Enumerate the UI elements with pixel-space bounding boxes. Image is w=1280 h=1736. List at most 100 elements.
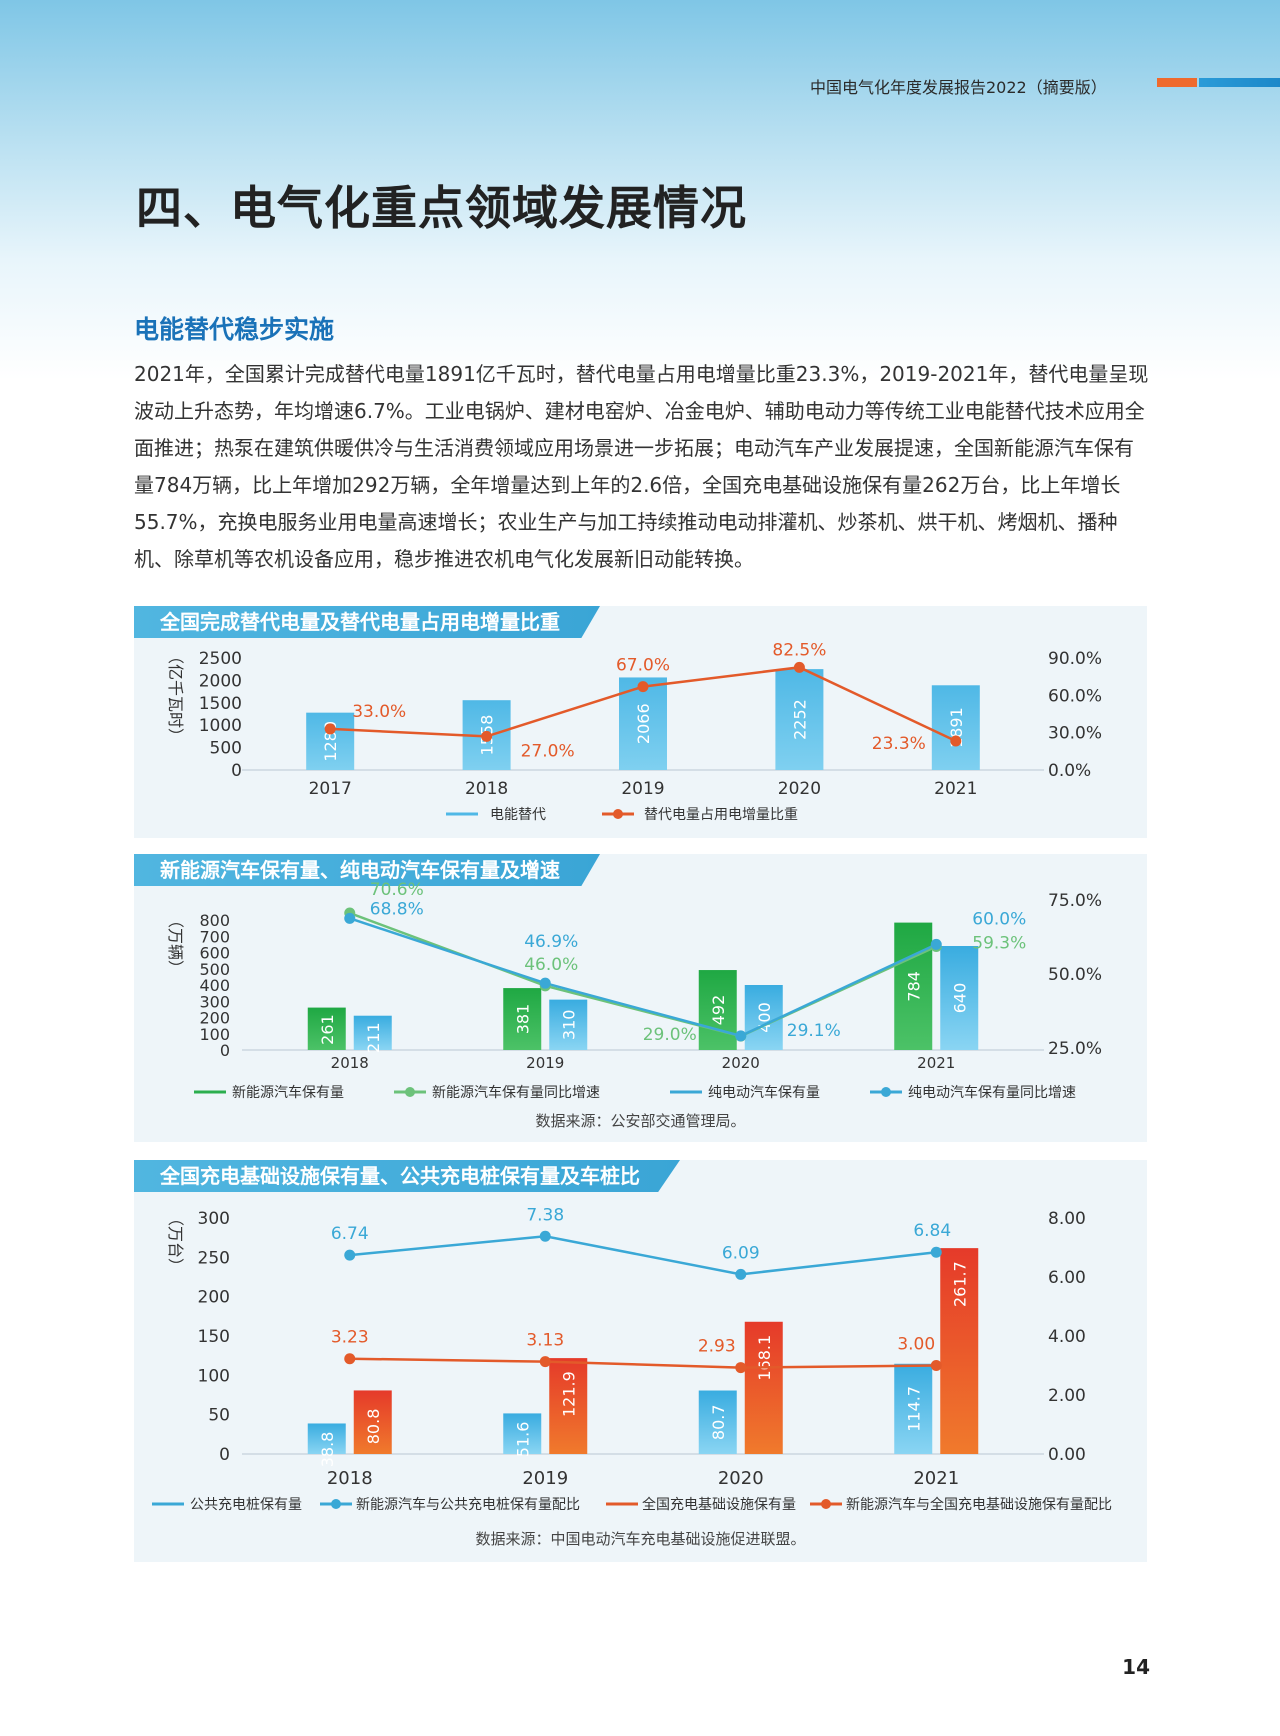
chart2-y2-tick: 75.0% [1048, 891, 1102, 911]
chart2-y-tick: 600 [199, 944, 230, 963]
chart1-legend-line-label: 替代电量占用电增量比重 [644, 807, 798, 823]
chart1-x-tick: 2019 [621, 779, 664, 799]
chart1-ratio-label: 33.0% [352, 702, 406, 722]
chart1-y2-tick: 0.0% [1048, 761, 1091, 781]
chart2-nev-bar [698, 970, 737, 1050]
chart2-title-tab: 新能源汽车保有量、纯电动汽车保有量及增速 [134, 854, 600, 886]
chart3-x-tick: 2019 [522, 1468, 568, 1489]
chart2-nev-bar [894, 922, 933, 1050]
chart1-y-tick: 2500 [199, 649, 242, 669]
chart2-y-tick: 500 [199, 960, 230, 979]
chart1-y-axis-label: （亿千瓦时） [166, 648, 185, 744]
chart1-title-tab: 全国完成替代电量及替代电量占用电增量比重 [134, 606, 600, 638]
chart3-public-bar [698, 1390, 737, 1454]
chart3-total-bar-label: 121.9 [559, 1371, 578, 1417]
chart2-y-tick: 100 [199, 1025, 230, 1044]
chart2-nev-growth-label: 70.6% [370, 880, 424, 900]
chart3-title: 全国充电基础设施保有量、公共充电桩保有量及车桩比 [160, 1164, 640, 1188]
chart2-svg: （万辆） 800700600500400300200100075.0%50.0%2… [166, 880, 1102, 1101]
chart1-ratio-label: 27.0% [521, 741, 575, 761]
chart3-public-ratio-label: 6.84 [913, 1221, 951, 1241]
chart3-panel: 全国充电基础设施保有量、公共充电桩保有量及车桩比 （万台） 300 250 200 15… [134, 1160, 1147, 1562]
chart1-x-tick: 2020 [778, 779, 821, 799]
chart3-total-ratio-point [539, 1356, 551, 1368]
chart3-total-bar [744, 1321, 783, 1454]
chart3-legend-public-ratio-marker [331, 1499, 341, 1509]
chart3-public-ratio-point [930, 1246, 942, 1258]
chart2-bev-growth-label: 60.0% [972, 909, 1026, 929]
chart2-bev-growth-label: 29.1% [787, 1021, 841, 1041]
chart3-y-tick: 50 [208, 1406, 230, 1426]
chart1-ratio-point [481, 730, 493, 742]
chart3-public-ratio-label: 7.38 [526, 1205, 564, 1225]
chart3-y2-tick: 4.00 [1048, 1327, 1086, 1347]
chart3-y2-tick: 6.00 [1048, 1268, 1086, 1288]
chart3-legend-total-ratio-label: 新能源汽车与全国充电基础设施保有量配比 [846, 1496, 1112, 1513]
chart2-y-tick: 0 [220, 1041, 230, 1060]
chart2-y2-tick: 25.0% [1048, 1039, 1102, 1059]
chart1-legend-bar-label: 电能替代 [490, 807, 546, 823]
chart3-public-ratio-label: 6.09 [722, 1243, 760, 1263]
chart1-y-tick: 1500 [199, 694, 242, 714]
chart3-y-tick: 300 [198, 1209, 230, 1229]
chart1-ratio-label: 82.5% [772, 640, 826, 660]
chart3-legend-total-label: 全国充电基础设施保有量 [642, 1496, 796, 1513]
chart1-bar [931, 685, 980, 770]
chart2-y-axis-label: （万辆） [166, 912, 185, 976]
chart3-public-bar-label: 51.6 [513, 1422, 532, 1458]
chart1-y2-tick: 60.0% [1048, 686, 1102, 706]
chart2-nev-bar [307, 1007, 346, 1050]
chart2-y-tick: 400 [199, 976, 230, 995]
chart2-nev-growth-label: 59.3% [972, 933, 1026, 953]
chart3-public-bar-label: 114.7 [904, 1386, 923, 1432]
chart1-title: 全国完成替代电量及替代电量占用电增量比重 [160, 610, 560, 634]
chart1-ratio-point [950, 735, 962, 747]
header-accent-orange [1157, 78, 1197, 87]
chart3-total-ratio-label: 3.13 [526, 1331, 564, 1351]
body-paragraph: 2021年，全国累计完成替代电量1891亿千瓦时，替代电量占用电增量比重23.3… [134, 362, 1149, 571]
chart2-bev-growth-line [349, 917, 937, 1038]
chart3-x-tick: 2020 [718, 1468, 764, 1489]
chart3-legend-public-label: 公共充电桩保有量 [190, 1496, 302, 1513]
chart2-legend-bev-growth-label: 纯电动汽车保有量同比增速 [908, 1084, 1076, 1101]
chart1-y-tick: 1000 [199, 716, 242, 736]
chart2-source-note: 数据来源：公安部交通管理局。 [535, 1112, 746, 1130]
chart3-y-tick: 250 [198, 1248, 230, 1268]
chart3-total-ratio-label: 2.93 [698, 1337, 736, 1357]
chart3-y-tick: 200 [198, 1288, 230, 1308]
chart2-bev-bar [940, 946, 979, 1050]
chart2-bev-bar-label: 310 [559, 1010, 578, 1041]
header-accent-blue [1199, 78, 1280, 87]
chart3-public-bar [503, 1413, 542, 1454]
chart3-total-bar [549, 1358, 588, 1454]
chart1-y2-tick: 90.0% [1048, 649, 1102, 669]
chart3-public-ratio-label: 6.74 [331, 1224, 369, 1244]
chart1-bar [775, 669, 824, 770]
chart2-panel: 新能源汽车保有量、纯电动汽车保有量及增速 （万辆） 800 700 600 500 400… [134, 854, 1147, 1142]
chart3-total-ratio-point [344, 1353, 356, 1365]
chart2-y-tick: 200 [199, 1009, 230, 1028]
chart3-total-ratio-line [349, 1357, 937, 1369]
chart2-bev-bar-label: 400 [755, 1002, 774, 1033]
chart1-y-tick: 500 [210, 739, 242, 759]
chart3-public-ratio-point [344, 1249, 356, 1261]
page-number: 14 [1122, 1655, 1150, 1679]
chart1-y2-tick: 30.0% [1048, 724, 1102, 744]
chart2-bev-growth-point [539, 977, 551, 989]
chart1-y-tick: 2000 [199, 671, 242, 691]
report-title: 中国电气化年度发展报告2022（摘要版） [810, 78, 1107, 97]
chart1-x-tick: 2018 [465, 779, 508, 799]
chart1-x-tick: 2017 [309, 779, 352, 799]
chart2-y-tick: 700 [199, 927, 230, 946]
chart2-bev-growth-point [930, 938, 942, 950]
chart3-y2-tick: 2.00 [1048, 1386, 1086, 1406]
chart3-y2-tick: 0.00 [1048, 1445, 1086, 1465]
chart2-bev-growth-point [344, 912, 356, 924]
chart3-total-ratio-label: 3.23 [331, 1328, 369, 1348]
chart3-public-bar [894, 1363, 933, 1454]
chart2-nev-growth-label: 29.0% [643, 1025, 697, 1045]
chart1-bar-label: 2066 [634, 703, 653, 744]
chart1-panel: 全国完成替代电量及替代电量占用电增量比重 （亿千瓦时） 2500 2000 1500 1… [134, 606, 1147, 838]
chart2-bev-bar [353, 1015, 392, 1050]
